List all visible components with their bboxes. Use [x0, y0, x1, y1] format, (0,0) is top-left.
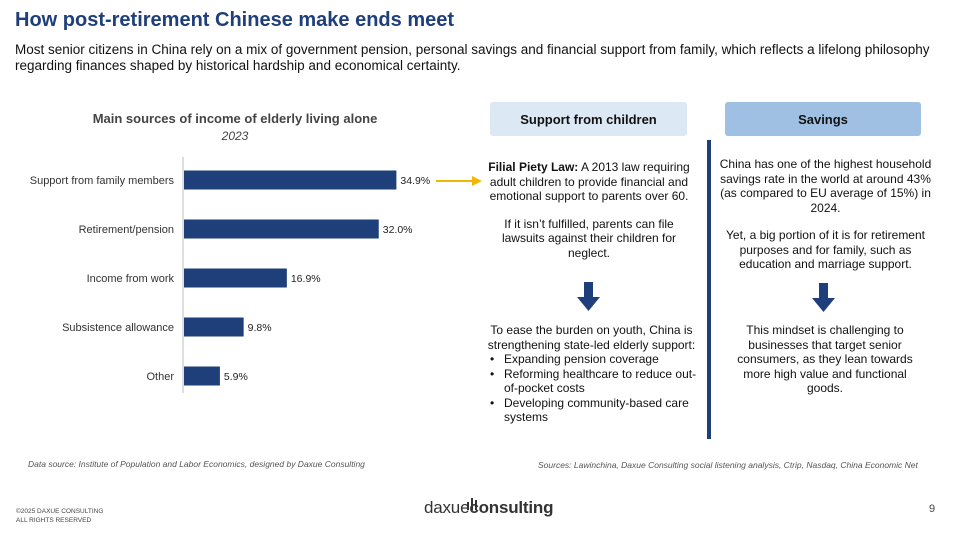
state-support-intro: To ease the burden on youth, China is st…: [487, 323, 696, 352]
list-item: Expanding pension coverage: [484, 352, 699, 367]
bar: [184, 366, 220, 386]
down-arrow-icon: [577, 282, 600, 311]
filial-piety-law-title: Filial Piety Law:: [488, 160, 579, 174]
page-number: 9: [929, 503, 936, 515]
column-divider: [707, 140, 711, 439]
chart-title: Main sources of income of elderly living…: [92, 111, 378, 126]
bar-chart: Support from family members 34.9% Retireme…: [30, 157, 430, 393]
data-label: 9.8%: [248, 322, 272, 334]
copyright: ©2025 DAXUE CONSULTING ALL RIGHTS RESERV…: [16, 508, 104, 524]
logo-bars-icon: [467, 498, 477, 510]
daxue-logo: daxueconsulting: [424, 498, 554, 517]
list-item: Developing community-based care systems: [484, 396, 699, 425]
data-label: 5.9%: [224, 371, 248, 383]
chart-year: 2023: [221, 129, 249, 143]
yellow-arrow-icon: [436, 176, 482, 186]
children-state-support: To ease the burden on youth, China is st…: [484, 323, 699, 425]
down-arrow-icon: [812, 283, 835, 312]
data-label: 16.9%: [291, 273, 321, 285]
state-support-list: Expanding pension coverage Reforming hea…: [484, 352, 699, 425]
bar: [184, 268, 287, 288]
support-from-children-header: Support from children: [490, 102, 687, 136]
savings-purpose-text: Yet, a big portion of it is for retireme…: [726, 228, 925, 271]
filial-piety-law-text: Filial Piety Law: A 2013 law requiring a…: [488, 160, 690, 203]
data-label: 34.9%: [400, 175, 430, 187]
savings-mindset-text: This mindset is challenging to businesse…: [737, 323, 913, 395]
bar: [184, 219, 379, 239]
children-column: Filial Piety Law: A 2013 law requiring a…: [484, 160, 694, 260]
category-label: Subsistence allowance: [62, 322, 174, 334]
category-label: Retirement/pension: [79, 224, 174, 236]
bar: [184, 317, 244, 337]
category-label: Other: [146, 371, 174, 383]
savings-rate-text: China has one of the highest household s…: [719, 157, 932, 215]
page-title: How post-retirement Chinese make ends me…: [15, 9, 455, 31]
category-label: Support from family members: [30, 175, 175, 187]
category-label: Income from work: [87, 273, 175, 285]
savings-column: China has one of the highest household s…: [718, 157, 933, 272]
bar: [184, 170, 397, 190]
list-item: Reforming healthcare to reduce out-of-po…: [484, 367, 699, 396]
savings-header: Savings: [725, 102, 921, 136]
page-subtitle: Most senior citizens in China rely on a …: [15, 42, 930, 73]
data-label: 32.0%: [383, 224, 413, 236]
data-source-left: Data source: Institute of Population and…: [28, 459, 365, 469]
lawsuit-text: If it isn’t fulfilled, parents can file …: [501, 216, 677, 260]
data-source-right: Sources: Lawinchina, Daxue Consulting so…: [538, 460, 918, 470]
